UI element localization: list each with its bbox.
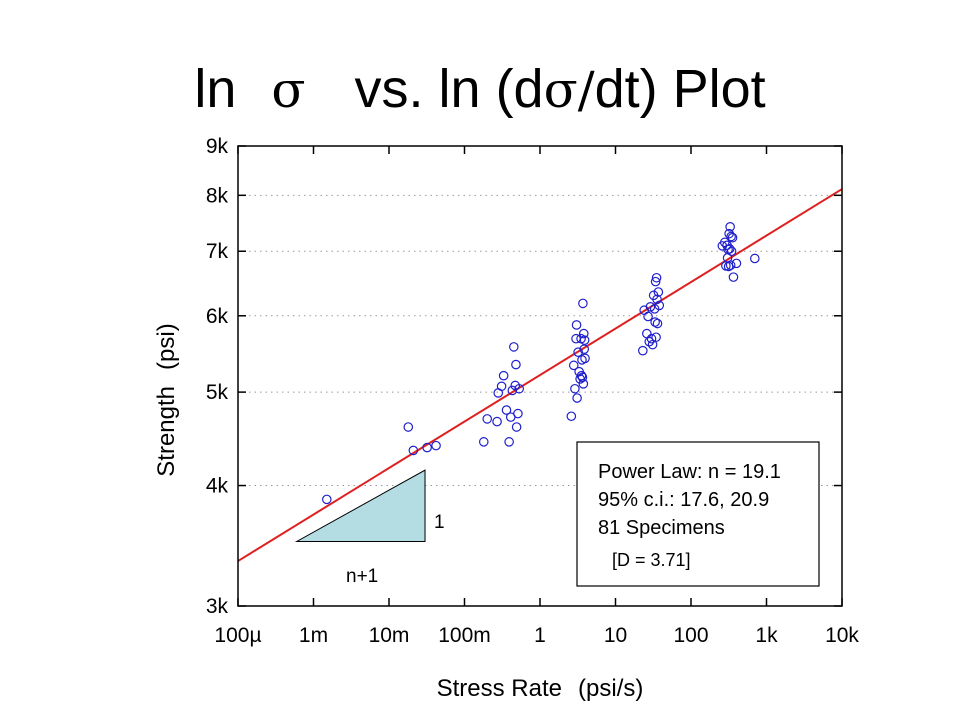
x-tick-label: 10k [825, 624, 859, 647]
slide-title: ln σ vs. ln (dσ/dt) Plot [0, 58, 960, 120]
data-point [650, 317, 660, 327]
power-law-fit-line [237, 188, 843, 562]
data-point [579, 335, 590, 345]
data-point [578, 298, 588, 309]
legend-box: Power Law: n = 19.1 95% c.i.: 17.6, 20.9… [576, 441, 820, 587]
data-points-group [321, 222, 760, 505]
data-point [727, 232, 738, 243]
slope-run-label: n+1 [346, 566, 378, 587]
data-point [725, 222, 735, 232]
data-point [571, 320, 582, 330]
x-tick-labels: 100µ 1m 10m 100m 1 10 100 1k 10k [214, 624, 859, 647]
data-point [724, 244, 735, 254]
data-point [509, 342, 519, 352]
data-point [566, 411, 577, 422]
y-tick-label: 3k [206, 595, 229, 618]
y-tick-label: 4k [206, 475, 229, 498]
data-point [511, 422, 522, 432]
slope-triangle-group [294, 469, 426, 542]
data-point [577, 372, 588, 383]
y-axis-title: Strength (psi) [153, 323, 180, 476]
data-point [501, 405, 512, 415]
data-point [652, 318, 663, 329]
title-sigma-1: σ [271, 61, 306, 119]
y-axis-unit: (psi) [153, 323, 180, 370]
x-axis-unit: (psi/s) [578, 675, 643, 702]
data-point [504, 437, 514, 447]
slope-rise-label: 1 [434, 512, 445, 533]
data-point [496, 381, 507, 392]
legend-confidence-interval: 95% c.i.: 17.6, 20.9 [598, 489, 769, 511]
data-point [422, 442, 432, 453]
legend-power-law: Power Law: n = 19.1 [598, 461, 781, 483]
data-point [482, 414, 493, 424]
y-tick-label: 5k [206, 381, 229, 404]
x-axis-title: Stress Rate (psi/s) [437, 675, 644, 702]
data-point [578, 379, 589, 389]
data-point [651, 272, 662, 283]
axis-ticks [237, 145, 843, 607]
data-point [642, 328, 652, 339]
data-point [573, 347, 583, 358]
data-point [726, 231, 736, 242]
x-tick-label: 1k [755, 624, 778, 647]
slope-triangle [294, 469, 426, 542]
data-point [638, 345, 648, 356]
data-point [511, 359, 521, 370]
y-tick-label: 7k [206, 240, 229, 263]
data-point [431, 440, 441, 451]
data-point [750, 253, 760, 264]
data-point [568, 360, 579, 371]
data-point [731, 258, 742, 269]
data-point [728, 272, 739, 282]
data-point [652, 294, 662, 305]
data-point [514, 383, 524, 394]
x-tick-label: 100m [438, 624, 491, 647]
y-tick-label: 9k [206, 135, 229, 158]
title-vs-ln: vs. ln (d [354, 59, 544, 119]
x-tick-label: 10 [604, 624, 627, 647]
data-point [478, 437, 489, 447]
data-point [321, 494, 332, 505]
data-point [513, 408, 523, 419]
legend-specimen-count: 81 Specimens [598, 517, 725, 539]
y-tick-label: 6k [206, 305, 229, 328]
data-point [651, 332, 661, 343]
fit-line-group [237, 188, 843, 562]
title-ln-1: ln [194, 59, 237, 119]
data-point [570, 383, 580, 394]
data-point [578, 328, 589, 339]
data-point [403, 422, 414, 432]
title-dt-plot: dt) Plot [594, 59, 766, 119]
data-point [644, 336, 655, 347]
x-axis-label: Stress Rate [437, 675, 562, 702]
y-tick-labels: 3k 4k 5k 6k 7k 8k 9k [206, 135, 229, 618]
y-axis-label: Strength [153, 386, 180, 477]
data-point [654, 300, 665, 311]
x-tick-label: 1m [299, 624, 328, 647]
data-point [653, 287, 664, 297]
data-point [643, 311, 653, 322]
data-point [507, 385, 518, 396]
data-point [580, 353, 590, 364]
data-point [725, 260, 736, 271]
y-tick-label: 8k [206, 184, 229, 207]
title-slash: / [577, 61, 595, 119]
legend-d-value: [D = 3.71] [612, 550, 691, 570]
data-point [726, 246, 737, 257]
x-tick-label: 100µ [214, 624, 261, 647]
title-sigma-2: σ [543, 61, 578, 119]
data-point [498, 370, 509, 381]
x-tick-label: 100 [673, 624, 708, 647]
data-point [646, 333, 657, 344]
data-point [572, 393, 582, 403]
x-tick-label: 10m [369, 624, 410, 647]
legend-frame [576, 441, 820, 587]
x-tick-label: 1 [534, 624, 546, 647]
data-point [492, 416, 502, 427]
data-point [650, 276, 661, 287]
data-point [408, 445, 419, 456]
